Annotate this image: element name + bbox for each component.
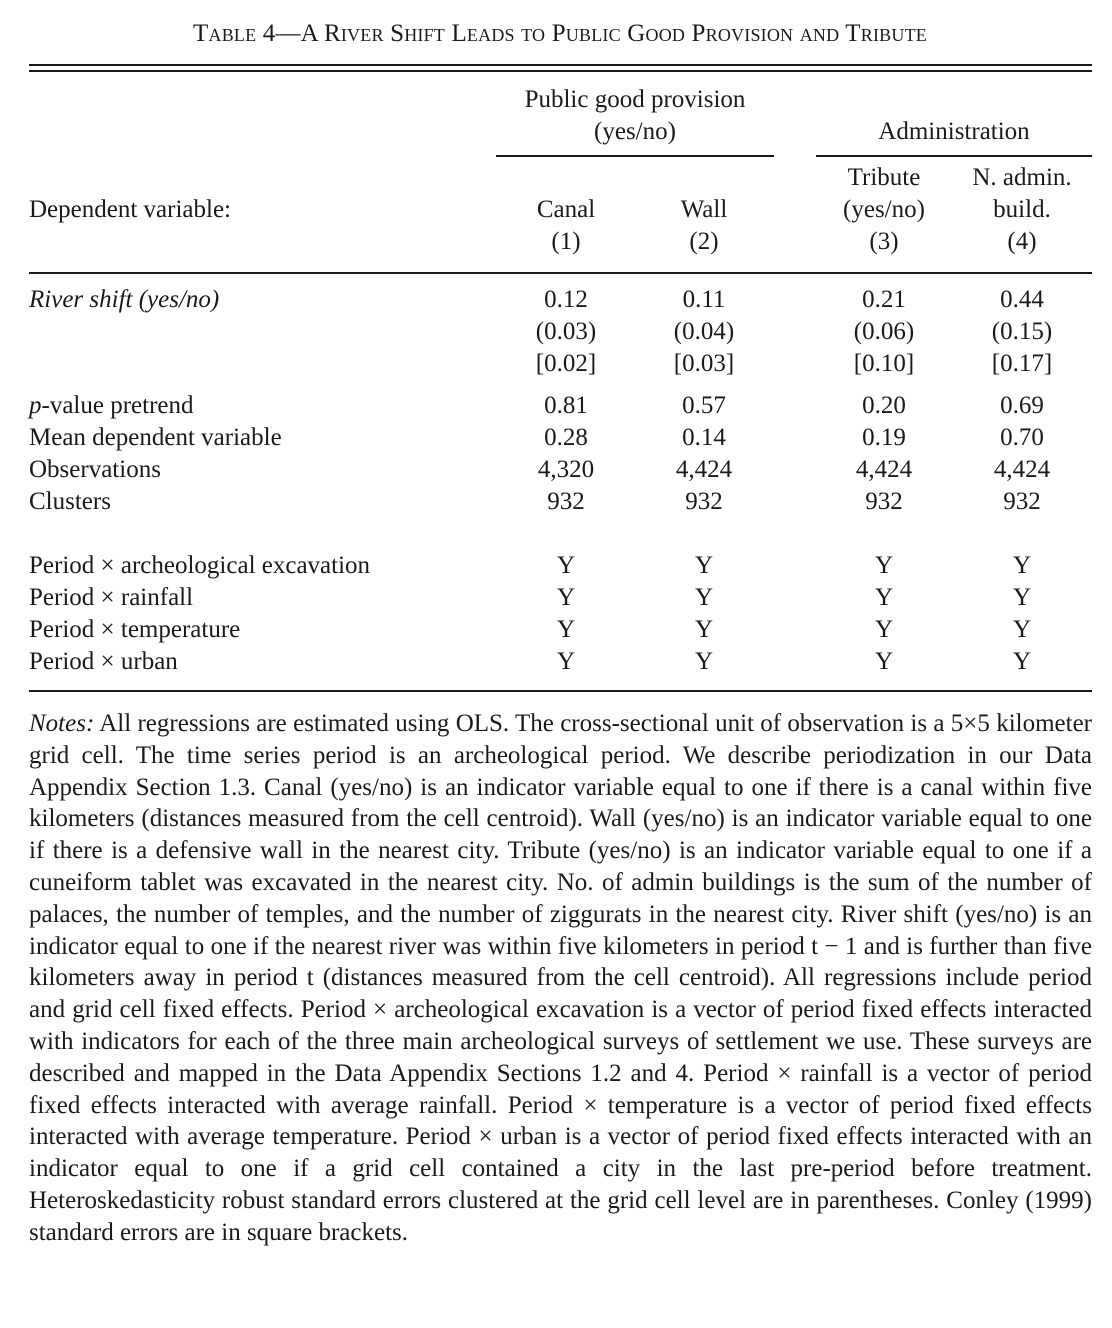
group-rule-public <box>496 155 774 157</box>
top-rule-2 <box>29 70 1092 72</box>
group-rule-admin <box>816 155 1092 157</box>
notes-label: Notes: <box>29 710 95 737</box>
stats-col1: 0.81 0.28 4,320 932 <box>537 392 595 515</box>
col3-header: Tribute (yes/no) (3) <box>843 164 925 255</box>
group-header-public-good: Public good provision (yes/no) <box>524 86 746 145</box>
stats-col3: 0.20 0.19 4,424 932 <box>855 392 913 515</box>
river-shift-label: River shift (yes/no) <box>29 286 220 313</box>
dependent-variable-label: Dependent variable: <box>29 196 231 223</box>
col4-header: N. admin. build. (4) <box>972 164 1072 255</box>
group-header-administration: Administration <box>878 118 1030 145</box>
coef-cell: 0.44 (0.15) [0.17] <box>991 286 1053 377</box>
table-title: Table 4—A River Shift Leads to Public Go… <box>0 20 1112 48</box>
col1-header: Canal (1) <box>536 196 596 255</box>
table-notes: Notes: All regressions are estimated usi… <box>29 708 1092 1249</box>
notes-text: All regressions are estimated using OLS.… <box>29 710 1092 1246</box>
coef-cell: 0.11 (0.04) [0.03] <box>673 286 735 377</box>
stats-col4: 0.69 0.70 4,424 932 <box>993 392 1051 515</box>
table-number: Table 4 <box>193 20 276 47</box>
coef-cell: 0.12 (0.03) [0.02] <box>535 286 597 377</box>
coef-cell: 0.21 (0.06) [0.10] <box>853 286 915 377</box>
table-caption: —A River Shift Leads to Public Good Prov… <box>275 20 927 47</box>
top-rule-1 <box>29 64 1092 66</box>
controls-labels: Period × archeological excavation Period… <box>29 552 371 675</box>
col2-header: Wall (2) <box>680 196 728 255</box>
bottom-rule <box>29 690 1092 692</box>
stats-labels: p-value pretrend Mean dependent variable… <box>29 392 282 515</box>
stats-col2: 0.57 0.14 4,424 932 <box>675 392 733 515</box>
header-rule <box>29 272 1092 274</box>
